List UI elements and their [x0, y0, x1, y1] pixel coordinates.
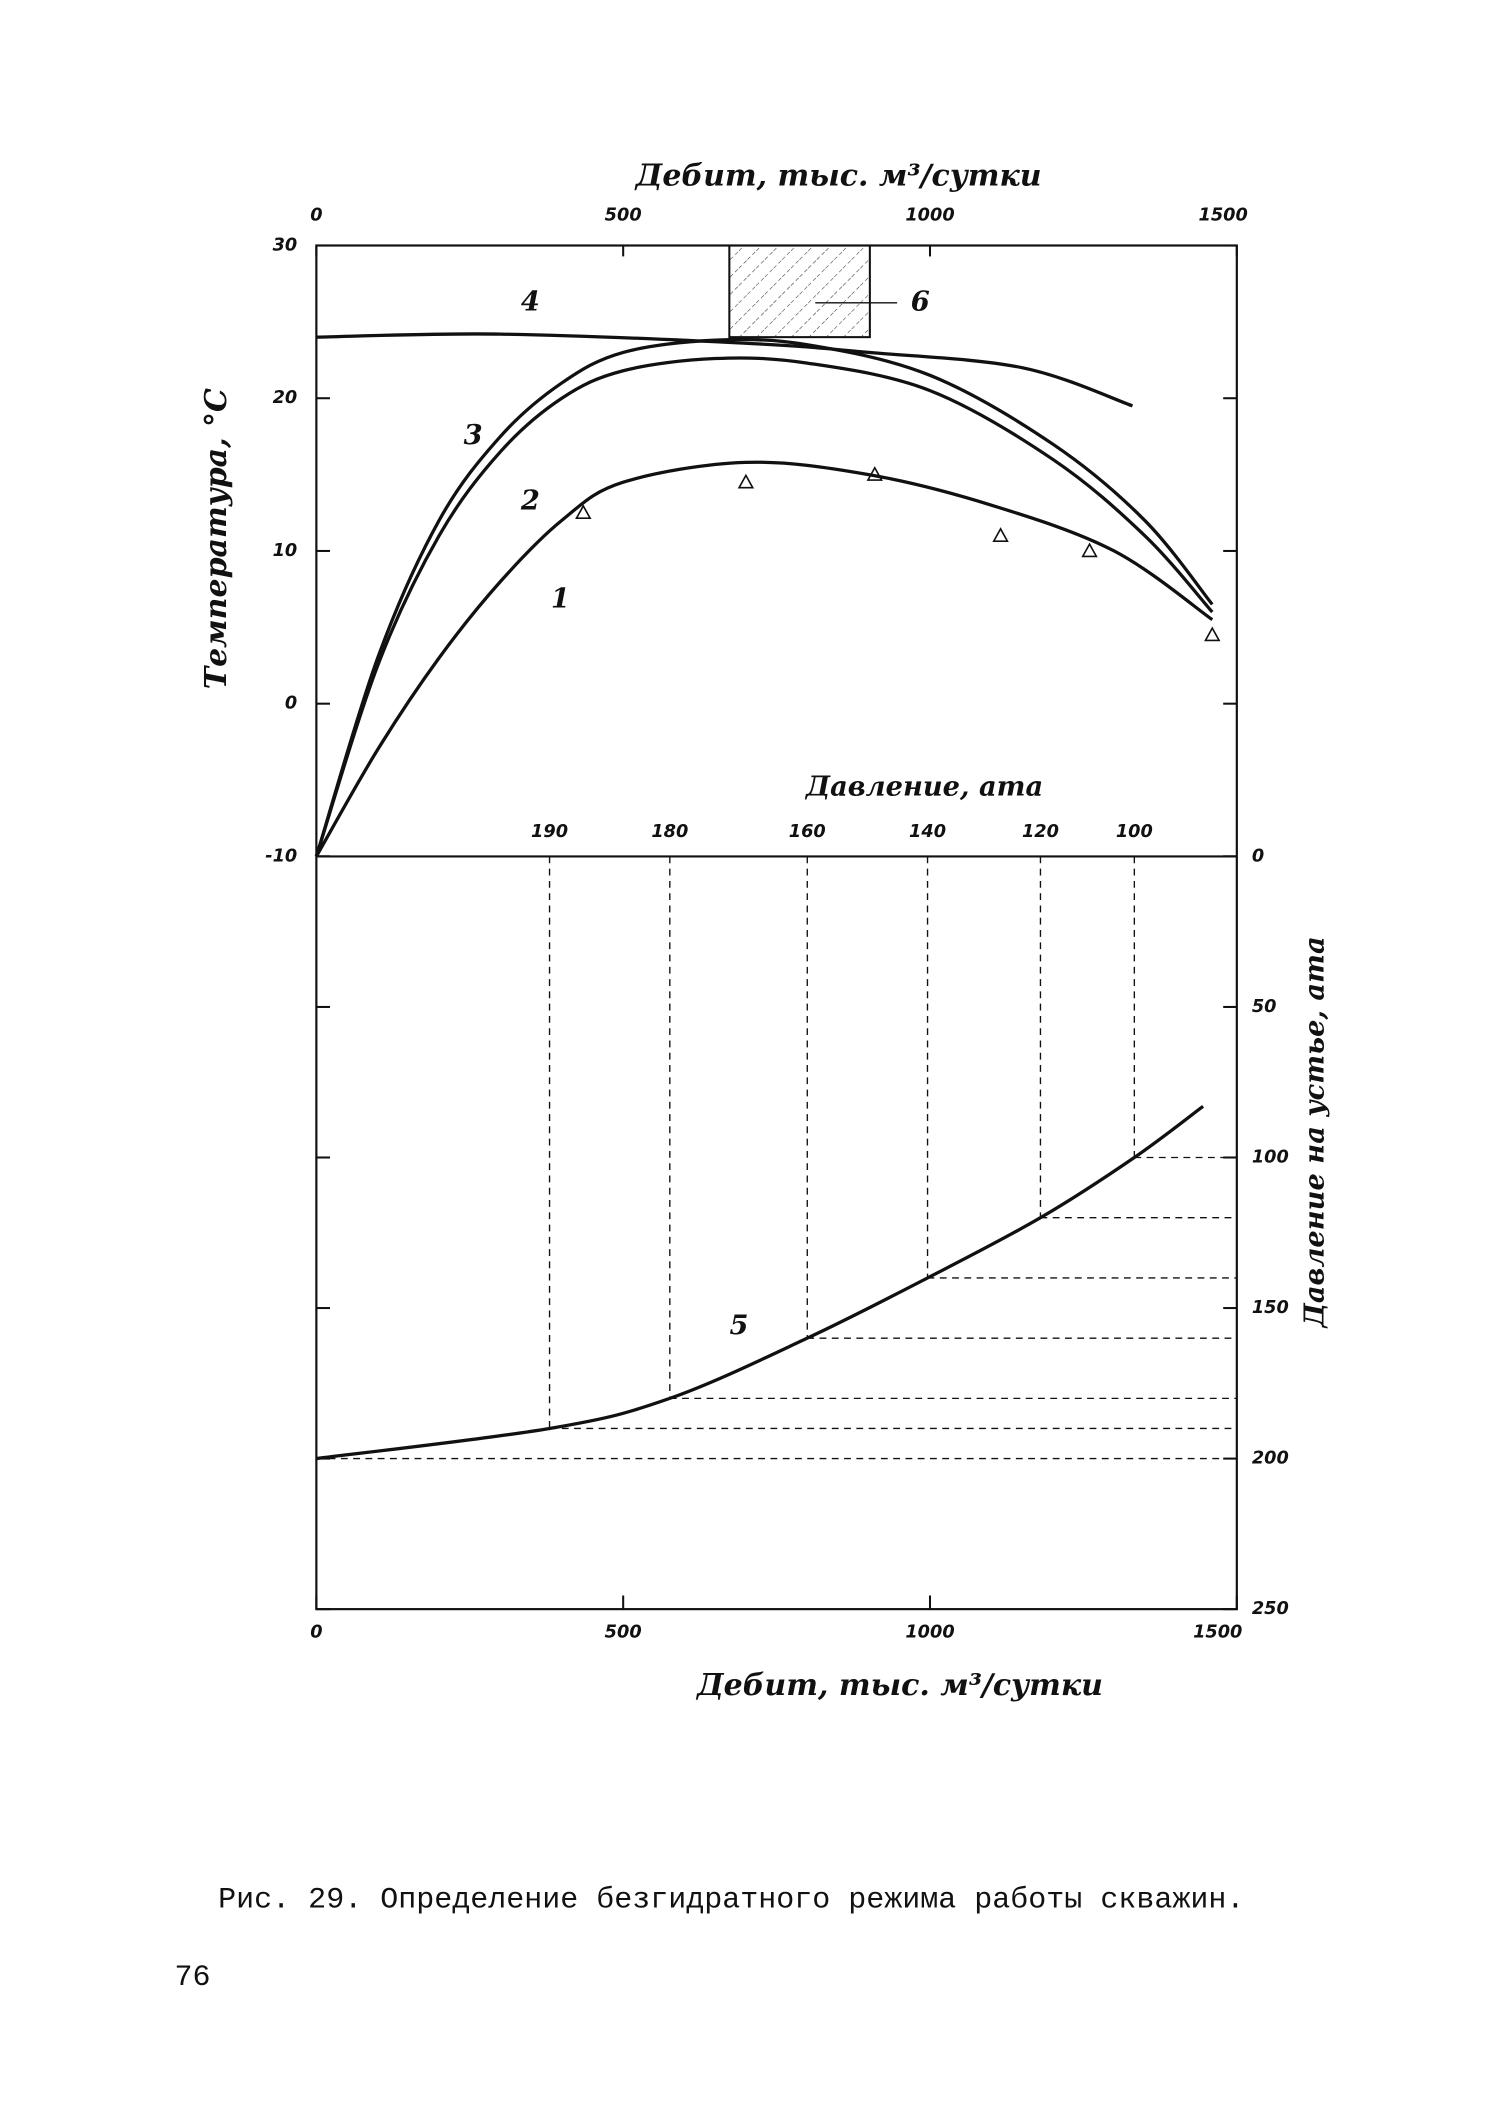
- top-x-title: Дебит, тыс. м³/сутки: [634, 158, 1042, 193]
- data-point: [1081, 542, 1098, 558]
- pressure-tick-label: 100: [1116, 822, 1153, 842]
- pressure-axis-title: Давление, ата: [804, 771, 1043, 803]
- region-label: 6: [911, 285, 930, 317]
- top-x-tick-label: 1500: [1199, 206, 1248, 226]
- y-tick-label: -10: [265, 846, 297, 866]
- pressure-tick-label: 120: [1022, 822, 1059, 842]
- top-x-tick-label: 0: [310, 206, 322, 226]
- data-point: [992, 527, 1009, 542]
- data-point: [575, 504, 592, 520]
- bottom-x-tick-label: 1500: [1193, 1622, 1242, 1642]
- series-label: 1: [551, 583, 570, 615]
- y2-tick-label: 0: [1252, 846, 1264, 866]
- page-number: 76: [175, 1961, 211, 1995]
- data-point: [866, 466, 883, 481]
- y-tick-label: 0: [285, 694, 297, 714]
- top-x-tick-label: 500: [605, 206, 642, 226]
- top-x-tick-label: 1000: [905, 206, 954, 226]
- caption: Рис. 29. Определение безгидратного режим…: [218, 1884, 1244, 1918]
- y-title: Температура, °С: [199, 388, 234, 689]
- y2-tick-label: 150: [1252, 1298, 1289, 1318]
- bottom-x-title: Дебит, тыс. м³/сутки: [695, 1668, 1103, 1703]
- y2-tick-label: 50: [1252, 997, 1277, 1017]
- series-label: 3: [464, 419, 483, 451]
- series-label: 2: [520, 484, 540, 516]
- pressure-tick-label: 190: [531, 822, 568, 842]
- curve: [314, 337, 1214, 857]
- pressure-tick-label: 160: [789, 822, 826, 842]
- bottom-x-tick-label: 0: [310, 1622, 322, 1642]
- y-tick-label: 30: [273, 236, 298, 256]
- data-point: [737, 473, 755, 489]
- series-label: 5: [730, 1309, 749, 1341]
- bottom-x-tick-label: 1000: [905, 1622, 954, 1642]
- y2-title: Давление на устье, ата: [1298, 936, 1330, 1329]
- curve: [314, 460, 1214, 858]
- data-point: [1204, 626, 1221, 642]
- y2-tick-label: 200: [1252, 1449, 1289, 1469]
- y-tick-label: 20: [273, 388, 298, 408]
- pressure-tick-label: 180: [651, 822, 688, 842]
- y-tick-label: 10: [273, 541, 298, 561]
- y2-tick-label: 100: [1252, 1148, 1289, 1168]
- series-label: 4: [521, 285, 540, 317]
- curve: [316, 332, 1134, 408]
- bottom-x-tick-label: 500: [605, 1622, 642, 1642]
- pressure-tick-label: 140: [909, 822, 946, 842]
- curve: [314, 356, 1214, 857]
- frame: [315, 244, 1238, 1611]
- hatched-region: [728, 244, 871, 339]
- curve: [316, 1105, 1205, 1461]
- y2-tick-label: 250: [1252, 1599, 1289, 1619]
